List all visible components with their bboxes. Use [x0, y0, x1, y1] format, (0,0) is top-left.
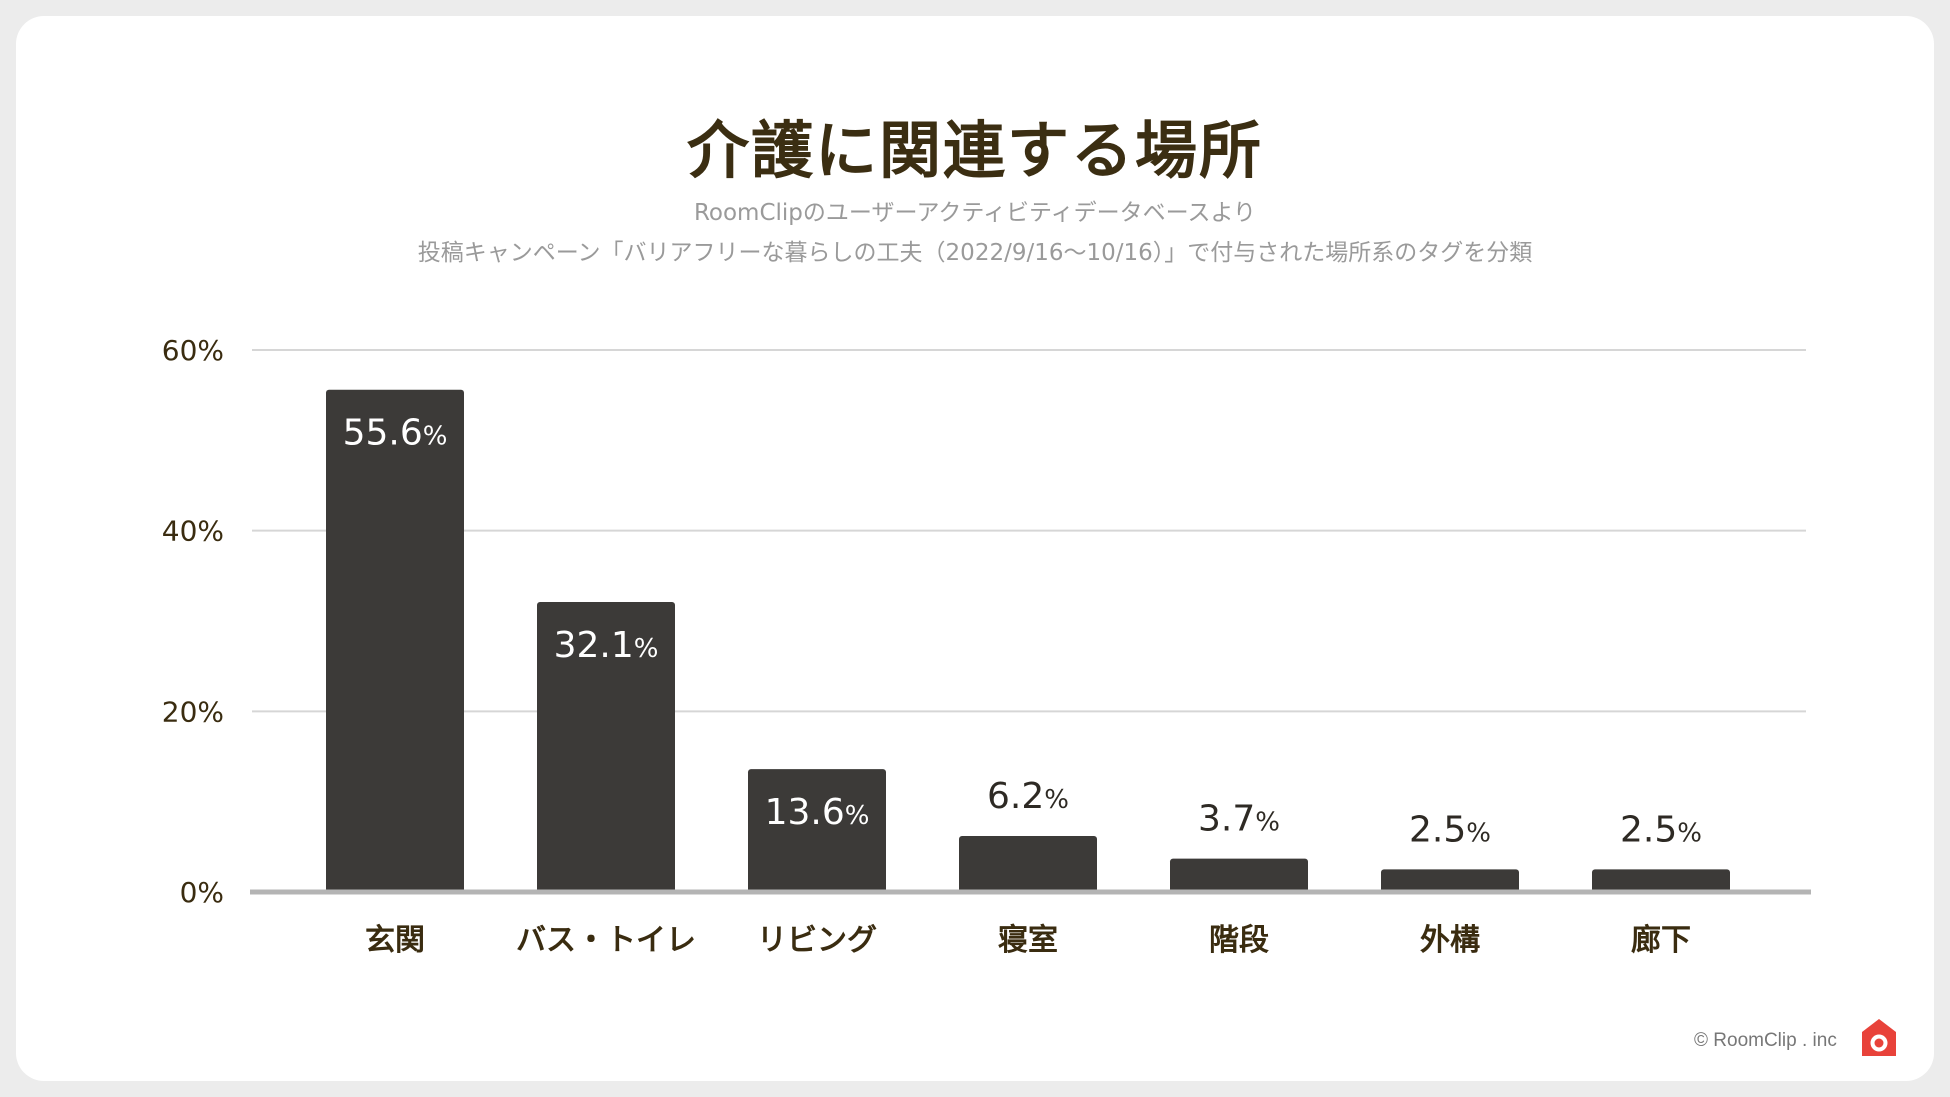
bar-3 — [959, 835, 1097, 892]
roomclip-house-camera-icon — [1862, 1019, 1896, 1056]
category-label-3: 寝室 — [998, 923, 1058, 958]
bar-4 — [1170, 858, 1308, 892]
value-label-1: 32.1% — [554, 625, 659, 666]
value-label-3: 6.2% — [987, 776, 1069, 817]
value-label-0: 55.6% — [343, 413, 448, 454]
y-tick-label-20: 20% — [162, 695, 224, 728]
value-label-4: 3.7% — [1198, 799, 1280, 840]
category-label-5: 外構 — [1420, 923, 1480, 958]
chart-title: 介護に関連する場所 — [686, 114, 1263, 187]
value-label-5: 2.5% — [1409, 809, 1491, 850]
bar-1 — [537, 602, 675, 892]
bar-0 — [326, 389, 464, 892]
value-label-6: 2.5% — [1620, 809, 1702, 850]
value-label-2: 13.6% — [765, 792, 870, 833]
category-label-2: リビング — [757, 923, 877, 958]
y-tick-label-60: 60% — [162, 334, 224, 367]
y-tick-label-40: 40% — [162, 515, 224, 548]
category-label-0: 玄関 — [365, 923, 425, 958]
bar-5 — [1381, 869, 1519, 892]
category-label-1: バス・トイレ — [516, 923, 696, 958]
chart-subtitle-source: RoomClipのユーザーアクティビティデータベースより — [693, 200, 1257, 226]
copyright-credit: © RoomClip . inc — [1694, 1030, 1837, 1051]
bar-6 — [1592, 869, 1730, 892]
chart-subtitle-campaign: 投稿キャンペーン「バリアフリーな暮らしの工夫（2022/9/16〜10/16）」… — [417, 240, 1533, 266]
bar-2 — [748, 769, 886, 892]
category-label-6: 廊下 — [1631, 923, 1691, 958]
category-label-4: 階段 — [1209, 923, 1269, 958]
y-tick-label-0: 0% — [180, 876, 224, 909]
